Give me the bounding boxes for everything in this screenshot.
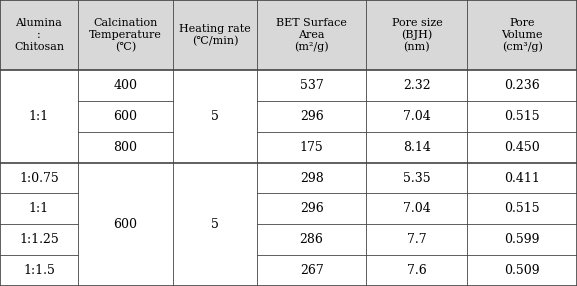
Bar	[467, 0, 577, 70]
Text: 5: 5	[211, 110, 219, 123]
Bar	[366, 224, 467, 255]
Text: 267: 267	[299, 264, 324, 277]
Text: 0.236: 0.236	[504, 79, 540, 92]
Bar	[173, 224, 257, 255]
Bar	[467, 163, 577, 193]
Bar	[173, 193, 257, 224]
Bar	[0, 193, 78, 224]
Bar	[467, 70, 577, 101]
Text: BET Surface
Area
(m²/g): BET Surface Area (m²/g)	[276, 18, 347, 52]
Text: 7.04: 7.04	[403, 202, 431, 215]
Bar	[366, 70, 467, 101]
Bar	[0, 0, 78, 70]
Bar	[0, 132, 78, 163]
Bar	[366, 132, 467, 163]
Text: 1:1.25: 1:1.25	[19, 233, 59, 246]
Bar	[467, 255, 577, 286]
Text: Alumina
:
Chitosan: Alumina : Chitosan	[14, 18, 64, 52]
Text: 296: 296	[299, 110, 324, 123]
Bar	[78, 163, 173, 193]
Bar	[173, 101, 257, 132]
Text: 400: 400	[114, 79, 137, 92]
Text: 296: 296	[299, 202, 324, 215]
Bar	[173, 163, 257, 193]
Text: 286: 286	[299, 233, 324, 246]
Text: 537: 537	[299, 79, 324, 92]
Text: Calcination
Temperature
(℃): Calcination Temperature (℃)	[89, 18, 162, 52]
Text: 600: 600	[114, 110, 137, 123]
Bar	[0, 163, 78, 193]
Text: 0.599: 0.599	[504, 233, 540, 246]
Bar	[173, 132, 257, 163]
Bar	[257, 255, 366, 286]
Text: 8.14: 8.14	[403, 141, 431, 154]
Text: 0.411: 0.411	[504, 172, 540, 184]
Bar	[257, 163, 366, 193]
Bar	[257, 193, 366, 224]
Bar	[366, 255, 467, 286]
Bar	[78, 224, 173, 255]
Bar	[78, 193, 173, 224]
Text: 7.6: 7.6	[407, 264, 427, 277]
Bar	[173, 70, 257, 101]
Text: 5: 5	[211, 218, 219, 231]
Bar	[467, 132, 577, 163]
Bar	[78, 70, 173, 101]
Bar	[0, 70, 78, 101]
Bar	[78, 132, 173, 163]
Text: 175: 175	[299, 141, 324, 154]
Bar	[78, 255, 173, 286]
Text: 1:1.5: 1:1.5	[23, 264, 55, 277]
Text: Pore size
(BJH)
(nm): Pore size (BJH) (nm)	[392, 18, 442, 52]
Text: 5.35: 5.35	[403, 172, 430, 184]
Text: 298: 298	[299, 172, 324, 184]
Text: 0.515: 0.515	[504, 110, 540, 123]
Bar	[467, 193, 577, 224]
Text: 7.7: 7.7	[407, 233, 427, 246]
Bar	[0, 255, 78, 286]
Bar	[366, 193, 467, 224]
Bar	[257, 101, 366, 132]
Text: 1:1: 1:1	[29, 110, 49, 123]
Text: Pore
Volume
(cm³/g): Pore Volume (cm³/g)	[501, 18, 543, 52]
Bar	[78, 101, 173, 132]
Text: 1:1: 1:1	[29, 202, 49, 215]
Bar	[366, 163, 467, 193]
Bar	[0, 224, 78, 255]
Bar	[173, 0, 257, 70]
Bar	[257, 224, 366, 255]
Bar	[0, 101, 78, 132]
Text: 2.32: 2.32	[403, 79, 430, 92]
Text: 1:0.75: 1:0.75	[19, 172, 59, 184]
Bar	[257, 0, 366, 70]
Bar	[78, 0, 173, 70]
Text: 0.515: 0.515	[504, 202, 540, 215]
Text: 0.450: 0.450	[504, 141, 540, 154]
Text: 7.04: 7.04	[403, 110, 431, 123]
Text: 600: 600	[114, 218, 137, 231]
Text: 800: 800	[114, 141, 137, 154]
Text: Heating rate
(℃/min): Heating rate (℃/min)	[179, 24, 251, 46]
Bar	[366, 101, 467, 132]
Bar	[467, 101, 577, 132]
Bar	[366, 0, 467, 70]
Text: 0.509: 0.509	[504, 264, 540, 277]
Bar	[257, 70, 366, 101]
Bar	[173, 255, 257, 286]
Bar	[467, 224, 577, 255]
Bar	[257, 132, 366, 163]
